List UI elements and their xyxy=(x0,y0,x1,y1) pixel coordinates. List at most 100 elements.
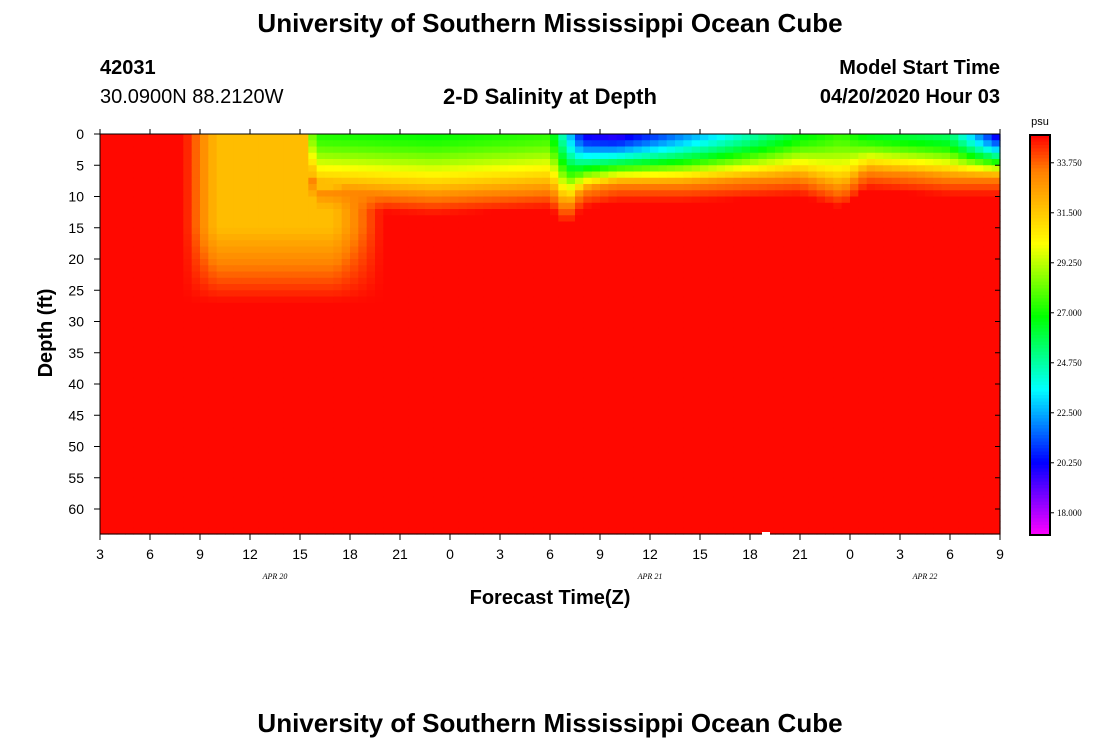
heatmap-cell xyxy=(366,434,376,441)
heatmap-cell xyxy=(208,440,218,448)
heatmap-cell xyxy=(325,202,334,210)
heatmap-cell xyxy=(500,334,509,341)
heatmap-cell xyxy=(650,327,659,335)
heatmap-cell xyxy=(700,171,709,179)
heatmap-cell xyxy=(516,315,526,323)
heatmap-cell xyxy=(600,446,609,454)
heatmap-cell xyxy=(416,521,426,529)
heatmap-cell xyxy=(516,434,526,441)
heatmap-cell xyxy=(225,234,234,241)
heatmap-cell xyxy=(275,184,284,191)
heatmap-cell xyxy=(275,477,284,485)
heatmap-cell xyxy=(283,171,293,179)
heatmap-cell xyxy=(508,209,518,216)
heatmap-cell xyxy=(633,390,643,398)
heatmap-cell xyxy=(425,315,434,323)
heatmap-cell xyxy=(616,184,626,191)
heatmap-cell xyxy=(541,340,551,348)
heatmap-cell xyxy=(200,390,209,398)
heatmap-cell xyxy=(125,140,134,148)
heatmap-cell xyxy=(183,465,193,473)
heatmap-cell xyxy=(483,234,493,241)
heatmap-cell xyxy=(183,365,193,373)
heatmap-cell xyxy=(258,471,268,479)
heatmap-cell xyxy=(533,184,543,191)
heatmap-cell xyxy=(316,284,326,291)
heatmap-cell xyxy=(508,377,518,385)
heatmap-cell xyxy=(233,309,243,316)
heatmap-cell xyxy=(150,421,159,429)
heatmap-cell xyxy=(641,359,651,366)
heatmap-cell xyxy=(475,446,484,454)
heatmap-cell xyxy=(533,215,543,223)
heatmap-cell xyxy=(583,509,593,516)
heatmap-cell xyxy=(433,171,443,179)
heatmap-cell xyxy=(300,509,309,516)
heatmap-cell xyxy=(616,365,626,373)
heatmap-cell xyxy=(300,259,309,266)
heatmap-cell xyxy=(291,352,301,360)
heatmap-cell xyxy=(366,277,376,285)
heatmap-cell xyxy=(400,315,409,323)
heatmap-cell xyxy=(733,171,743,179)
heatmap-cell xyxy=(533,134,543,141)
heatmap-cell xyxy=(133,171,143,179)
heatmap-cell xyxy=(500,371,509,379)
heatmap-cell xyxy=(108,371,118,379)
heatmap-cell xyxy=(150,152,159,160)
heatmap-cell xyxy=(300,309,309,316)
heatmap-cell xyxy=(333,452,343,460)
heatmap-cell xyxy=(650,477,659,485)
heatmap-cell xyxy=(566,359,576,366)
heatmap-cell xyxy=(183,215,193,223)
heatmap-cell xyxy=(691,265,701,273)
heatmap-cell xyxy=(533,527,543,535)
heatmap-cell xyxy=(608,521,618,529)
heatmap-cell xyxy=(483,484,493,491)
heatmap-cell xyxy=(158,227,168,235)
heatmap-cell xyxy=(525,246,534,254)
heatmap-cell xyxy=(500,402,509,410)
heatmap-cell xyxy=(425,302,434,310)
heatmap-cell xyxy=(166,402,176,410)
heatmap-cell xyxy=(133,184,143,191)
heatmap-cell xyxy=(558,140,568,148)
heatmap-cell xyxy=(208,290,218,298)
heatmap-cell xyxy=(150,202,159,210)
heatmap-cell xyxy=(133,477,143,485)
heatmap-cell xyxy=(583,234,593,241)
heatmap-cell xyxy=(708,346,718,354)
heatmap-cell xyxy=(125,259,134,266)
heatmap-cell xyxy=(175,446,184,454)
heatmap-cell xyxy=(425,184,434,191)
heatmap-cell xyxy=(683,490,693,498)
heatmap-cell xyxy=(541,252,551,260)
heatmap-cell xyxy=(716,321,726,329)
heatmap-cell xyxy=(475,259,484,266)
heatmap-cell xyxy=(216,315,226,323)
heatmap-cell xyxy=(550,321,559,329)
heatmap-cell xyxy=(250,484,259,491)
heatmap-cell xyxy=(241,190,251,198)
heatmap-cell xyxy=(708,296,718,304)
heatmap-cell xyxy=(475,452,484,460)
heatmap-cell xyxy=(525,521,534,529)
heatmap-cell xyxy=(341,221,351,229)
heatmap-cell xyxy=(600,377,609,385)
heatmap-cell xyxy=(675,371,684,379)
heatmap-cell xyxy=(308,459,318,466)
heatmap-cell xyxy=(591,490,601,498)
heatmap-cell xyxy=(733,165,743,173)
heatmap-cell xyxy=(183,327,193,335)
heatmap-cell xyxy=(416,396,426,404)
heatmap-cell xyxy=(575,446,584,454)
heatmap-cell xyxy=(458,377,468,385)
heatmap-cell xyxy=(250,202,259,210)
heatmap-cell xyxy=(175,159,184,166)
heatmap-cell xyxy=(241,309,251,316)
heatmap-cell xyxy=(200,346,209,354)
heatmap-cell xyxy=(616,459,626,466)
heatmap-cell xyxy=(450,365,459,373)
heatmap-cell xyxy=(350,290,359,298)
heatmap-cell xyxy=(350,259,359,266)
